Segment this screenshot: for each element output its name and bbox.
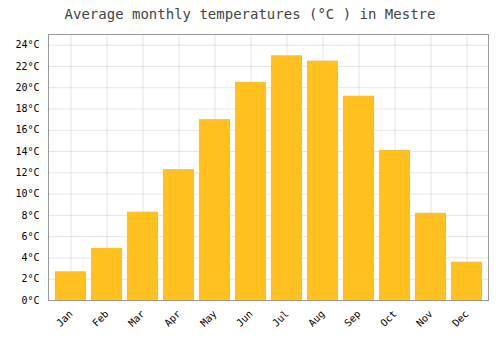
svg-text:10°C: 10°C: [15, 188, 39, 199]
svg-text:Sep: Sep: [342, 308, 363, 329]
svg-text:12°C: 12°C: [15, 167, 39, 178]
svg-text:Dec: Dec: [450, 308, 471, 329]
svg-text:16°C: 16°C: [15, 124, 39, 135]
svg-text:Aug: Aug: [306, 308, 327, 329]
svg-text:Jun: Jun: [234, 308, 255, 329]
svg-text:20°C: 20°C: [15, 82, 39, 93]
svg-text:Oct: Oct: [378, 308, 399, 329]
svg-text:8°C: 8°C: [21, 210, 39, 221]
svg-text:14°C: 14°C: [15, 146, 39, 157]
html-text:Average monthly temperatures (: Average monthly temperatures (°C ) in Me…: [64, 6, 436, 22]
svg-text:Jan: Jan: [54, 308, 75, 329]
svg-text:0°C: 0°C: [21, 295, 39, 306]
svg-text:May: May: [198, 308, 219, 329]
svg-text:4°C: 4°C: [21, 252, 39, 263]
svg-text:Mar: Mar: [126, 308, 147, 329]
svg-text:Feb: Feb: [90, 308, 111, 329]
svg-text:Apr: Apr: [162, 308, 183, 329]
svg-text:18°C: 18°C: [15, 103, 39, 114]
svg-text:24°C: 24°C: [15, 39, 39, 50]
svg-text:Nov: Nov: [414, 308, 435, 329]
svg-text:2°C: 2°C: [21, 273, 39, 284]
svg-text:22°C: 22°C: [15, 61, 39, 72]
svg-text:Jul: Jul: [270, 308, 291, 329]
svg-text:6°C: 6°C: [21, 231, 39, 242]
